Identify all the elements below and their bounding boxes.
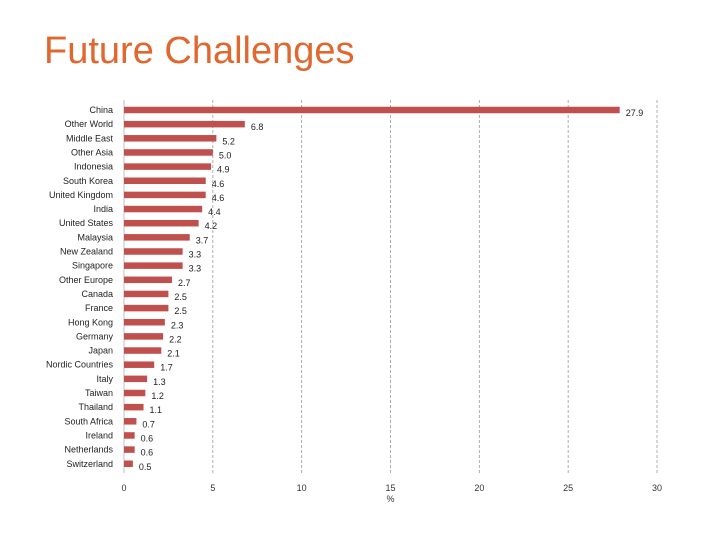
x-tick-label: 25 [563, 483, 573, 493]
category-label: Japan [88, 346, 113, 356]
value-label: 4.6 [212, 193, 225, 203]
x-tick-label: 30 [652, 483, 662, 493]
category-label: China [89, 105, 113, 115]
category-label: Switzerland [66, 459, 113, 469]
value-label: 1.3 [153, 377, 166, 387]
value-label: 1.1 [150, 405, 163, 415]
value-label: 4.4 [208, 207, 221, 217]
bar [124, 389, 146, 397]
bar [124, 375, 148, 383]
bar [124, 403, 144, 411]
category-label: Indonesia [74, 162, 113, 172]
value-label: 5.0 [219, 150, 232, 160]
bar [124, 333, 164, 340]
value-label: 0.6 [141, 448, 154, 458]
category-label: Nordic Countries [46, 360, 114, 370]
x-tick-label: 0 [121, 483, 126, 493]
category-label: India [93, 204, 113, 214]
bar [124, 262, 183, 269]
category-label: South Africa [64, 416, 113, 426]
value-label: 0.7 [142, 419, 155, 429]
slide-title: Future Challenges [44, 30, 355, 72]
bar [124, 106, 620, 114]
value-label: 1.7 [160, 363, 173, 373]
category-label: Hong Kong [68, 317, 113, 327]
category-label: Thailand [78, 402, 113, 412]
category-label: Other Asia [71, 147, 113, 157]
bar [124, 120, 245, 128]
x-tick-label: 20 [474, 483, 484, 493]
category-label: Singapore [72, 261, 113, 271]
bar [124, 446, 135, 453]
bar [124, 276, 172, 284]
bar [124, 135, 217, 142]
bar [124, 149, 213, 156]
bar [124, 205, 203, 213]
bar [124, 319, 165, 326]
value-label: 2.1 [167, 349, 180, 359]
value-label: 2.5 [174, 292, 187, 302]
bar [124, 219, 199, 227]
category-label: Netherlands [64, 445, 113, 455]
category-label: United States [59, 218, 114, 228]
category-label: Other World [65, 119, 113, 129]
category-label: Malaysia [77, 232, 113, 242]
category-label: Ireland [85, 430, 113, 440]
category-label: South Korea [63, 176, 113, 186]
category-label: Italy [96, 374, 113, 384]
category-label: Germany [76, 331, 114, 341]
bar [124, 347, 162, 354]
category-label: France [85, 303, 113, 313]
value-label: 2.2 [169, 334, 182, 344]
category-label: Middle East [66, 133, 114, 143]
category-label: Taiwan [85, 388, 113, 398]
value-label: 2.3 [171, 320, 184, 330]
bar [124, 234, 190, 241]
value-label: 3.7 [196, 235, 209, 245]
bar [124, 361, 155, 368]
value-label: 1.2 [151, 391, 164, 401]
value-label: 27.9 [626, 108, 644, 118]
x-tick-label: 15 [385, 483, 395, 493]
value-label: 3.3 [189, 264, 202, 274]
x-axis-title: % [386, 494, 394, 504]
x-tick-label: 10 [297, 483, 307, 493]
value-label: 4.9 [217, 165, 230, 175]
category-label: Other Europe [59, 275, 113, 285]
value-label: 2.7 [178, 278, 191, 288]
category-label: Canada [81, 289, 113, 299]
bar [124, 191, 206, 199]
bar [124, 248, 183, 255]
bar [124, 304, 169, 312]
value-label: 0.6 [141, 433, 154, 443]
bar [124, 163, 212, 170]
bar [124, 432, 135, 439]
value-label: 6.8 [251, 122, 264, 132]
value-label: 3.3 [189, 250, 202, 260]
value-label: 4.6 [212, 179, 225, 189]
category-label: New Zealand [60, 247, 113, 257]
value-label: 5.2 [222, 136, 235, 146]
bar [124, 177, 206, 184]
bar [124, 460, 133, 467]
x-tick-label: 5 [210, 483, 215, 493]
bar [124, 290, 169, 298]
value-label: 4.2 [205, 221, 218, 231]
value-label: 0.5 [139, 462, 152, 472]
bar [124, 418, 137, 425]
category-label: United Kingdom [49, 190, 113, 200]
value-label: 2.5 [174, 306, 187, 316]
